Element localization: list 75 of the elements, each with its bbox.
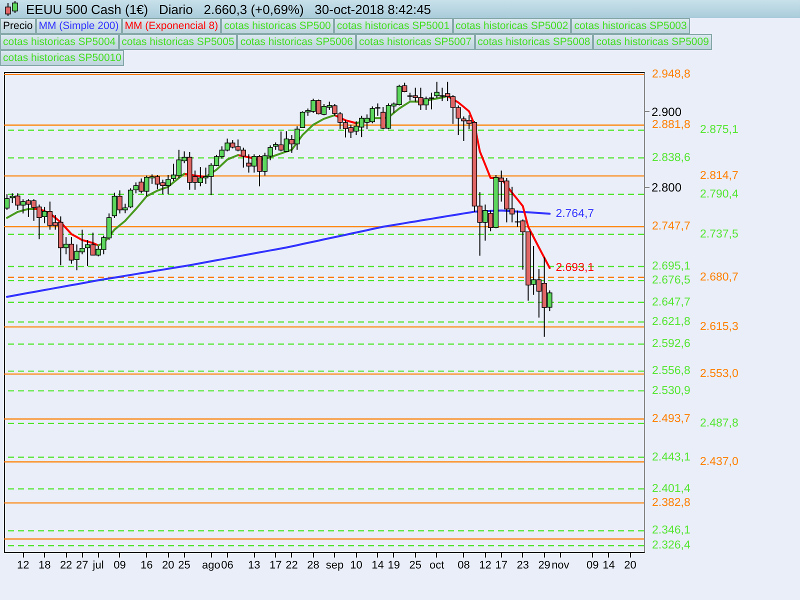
x-tick-label: 22 — [60, 560, 72, 572]
x-tick-label: 13 — [248, 560, 260, 572]
candlestick — [128, 188, 134, 209]
x-tick-label: 28 — [307, 560, 320, 572]
ref-line-label: 2.875,1 — [700, 124, 738, 136]
ref-line-label: 2.592,6 — [652, 338, 690, 350]
ref-line-label: 2.615,3 — [700, 320, 738, 333]
x-tick-label: 18 — [38, 560, 51, 572]
y-tick-label: 2.800 — [652, 180, 682, 195]
x-tick-label: oct — [430, 560, 444, 572]
x-tick-label: 17 — [270, 560, 282, 572]
x-tick-label: 06 — [221, 560, 234, 572]
x-tick-label: jul — [92, 560, 104, 572]
x-tick-label: 12 — [16, 560, 30, 572]
y-tick-label: 2.900 — [652, 104, 682, 119]
x-tick-label: 20 — [624, 560, 636, 572]
ref-line-label: 2.747,7 — [652, 220, 690, 233]
ref-line-label: 2.346,1 — [652, 524, 690, 537]
ref-line-label: 2.814,7 — [700, 170, 738, 182]
x-tick-label: 23 — [516, 560, 529, 572]
ref-line-label: 2.382,8 — [652, 496, 690, 509]
ref-line-label: 2.647,7 — [652, 296, 690, 308]
ref-line-label: 2.948,8 — [652, 68, 690, 80]
ref-line-label: 2.621,8 — [652, 316, 690, 328]
ref-line-label: 2.838,6 — [652, 152, 690, 164]
text: cotas historicas SP5001 — [334, 18, 453, 34]
text: cotas historicas SP50010 — [0, 50, 124, 66]
ref-line-label: 2.556,8 — [652, 365, 690, 378]
x-tick-label: 29 — [538, 560, 550, 572]
x-tick-label: sep — [326, 560, 344, 572]
ref-line-label: 2.487,8 — [700, 417, 738, 430]
ref-line-label: 2.401,4 — [652, 482, 691, 495]
text: cotas historicas SP5006 — [237, 34, 356, 50]
ref-line-label: 2.881,8 — [652, 119, 690, 132]
x-tick-label: 20 — [162, 560, 174, 572]
x-tick-label: 25 — [178, 560, 190, 572]
x-tick-label: 25 — [409, 560, 422, 572]
legend-label: MM (Simple 200) — [36, 18, 122, 34]
text: cotas historicas SP500 — [221, 18, 334, 34]
text: cotas historicas SP5002 — [452, 18, 572, 34]
ref-line-label: 2.437,0 — [700, 456, 738, 468]
ref-line-label: 2.326,4 — [652, 540, 691, 552]
ref-line-label: 2.443,1 — [652, 451, 690, 464]
x-tick-label: 16 — [140, 560, 153, 572]
x-tick-label: 17 — [495, 560, 508, 572]
ref-line-label: 2.676,5 — [652, 274, 690, 287]
text: Precio — [0, 18, 36, 34]
text: MM (Exponencial 8) — [122, 18, 222, 34]
text: cotas historicas SP5003 — [571, 18, 690, 34]
ref-line-label: 2.737,5 — [700, 228, 738, 240]
x-tick-label: 12 — [479, 560, 492, 572]
x-tick-label: ago — [202, 560, 220, 572]
x-tick-label: 19 — [388, 560, 400, 572]
x-tick-label: nov — [552, 560, 570, 572]
x-tick-label: 08 — [458, 560, 470, 572]
ref-line-label: 2.695,1 — [652, 260, 690, 272]
ref-line-label: 2.530,9 — [652, 384, 690, 397]
text: cotas historicas SP5005 — [118, 34, 238, 50]
ref-line-label: 2.790,4 — [700, 188, 739, 200]
x-tick-label: 27 — [76, 560, 88, 572]
x-tick-label: 09 — [586, 560, 599, 572]
x-tick-label: 09 — [114, 560, 126, 572]
text: cotas historicas SP5004 — [0, 34, 119, 50]
text: cotas historicas SP5009 — [593, 34, 712, 50]
data-label: 2.764,7 — [556, 208, 594, 220]
x-tick-label: 22 — [286, 560, 298, 572]
x-tick-label: 14 — [372, 560, 384, 572]
text: cotas historicas SP5007 — [356, 34, 475, 50]
ref-line-label: 2.553,0 — [700, 368, 738, 380]
text: cotas historicas SP5008 — [474, 34, 594, 50]
x-tick-label: 10 — [350, 560, 362, 572]
x-tick-label: 14 — [602, 560, 615, 572]
chart-title: EEUU 500 Cash (1€) Diario 2.660,3 (+0,69%) 30-oct-2018 8:42:45 — [26, 2, 432, 16]
ref-line-label: 2.493,7 — [652, 412, 690, 425]
ref-line-label: 2.680,7 — [700, 271, 738, 284]
